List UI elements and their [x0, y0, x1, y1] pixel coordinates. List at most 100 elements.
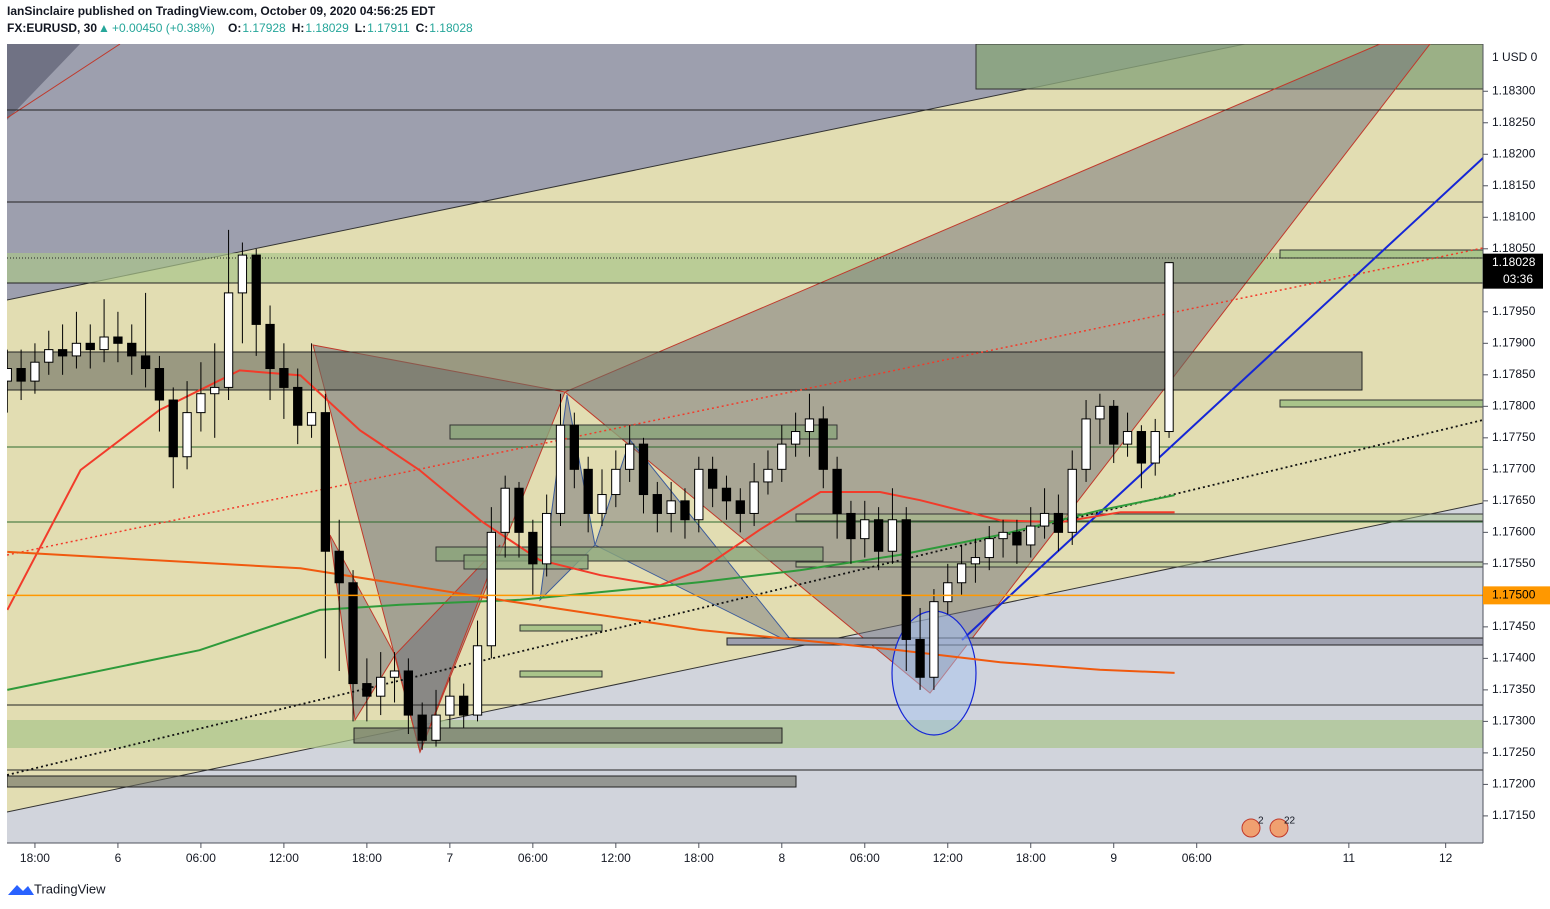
x-tick-label: 11 — [1343, 851, 1356, 865]
candle-body — [707, 468, 718, 489]
candle-body — [417, 714, 427, 741]
symbol: FX:EURUSD, 30 — [7, 21, 97, 35]
candle-body — [984, 538, 994, 559]
candle-body — [486, 531, 496, 647]
candle-body — [127, 342, 137, 357]
candle-body — [555, 424, 566, 514]
candle-body — [1095, 405, 1105, 420]
candle-body — [680, 500, 690, 521]
badge[interactable] — [1241, 818, 1261, 838]
candle-body — [265, 323, 275, 370]
series — [7, 229, 1483, 750]
candle-body — [154, 368, 165, 401]
zone-box — [519, 624, 603, 632]
x-tick-label: 8 — [778, 851, 785, 865]
candle-body — [1109, 405, 1119, 445]
y-tick-label: 1.17300 — [1492, 714, 1536, 728]
countdown: 03:36 — [1503, 272, 1533, 286]
y-tick-label: 1.17450 — [1492, 619, 1536, 633]
candle-body — [57, 349, 68, 357]
price-axis — [1483, 44, 1550, 843]
ohlc-value: 1.17911 — [367, 21, 410, 35]
x-tick-label: 12:00 — [933, 851, 963, 865]
candle-body — [1164, 262, 1174, 433]
candle-body — [929, 601, 939, 678]
x-tick-label: 18:00 — [20, 851, 50, 865]
candle-body — [113, 336, 123, 344]
x-tick-label: 6 — [115, 851, 122, 865]
zone-box — [7, 775, 797, 788]
candle-body — [7, 368, 12, 382]
candle-body — [320, 412, 331, 552]
candle-body — [749, 481, 759, 514]
candle-body — [472, 645, 483, 716]
y-tick-label: 1.17250 — [1492, 745, 1536, 759]
axis-currency: 1 USD 0 — [1492, 50, 1538, 64]
candle-body — [860, 519, 870, 540]
candle-body — [1136, 431, 1147, 464]
candle-body — [763, 468, 773, 483]
y-tick-label: 1.17750 — [1492, 430, 1536, 444]
y-tick-label: 1.17650 — [1492, 493, 1536, 507]
candle-body — [901, 519, 911, 640]
candle-body — [279, 368, 289, 388]
trend-line — [961, 157, 1483, 641]
zone-box — [519, 670, 603, 678]
candle-body — [1053, 512, 1064, 533]
candle-body — [182, 412, 192, 458]
candle-body — [306, 412, 317, 426]
last-price-label: 1.18028 — [1492, 255, 1536, 269]
candle-body — [71, 342, 82, 357]
candle-body — [403, 670, 414, 716]
ohlc-label: L: — [355, 21, 366, 35]
candle-body — [237, 254, 248, 294]
y-tick-label: 1.17800 — [1492, 398, 1536, 412]
candle-body — [998, 531, 1008, 540]
x-tick-label: 06:00 — [518, 851, 548, 865]
candle-body — [85, 342, 95, 351]
ohlc-value: 1.18028 — [429, 21, 473, 35]
candle-body — [500, 487, 510, 533]
candle-body — [223, 292, 234, 388]
candle-body — [140, 355, 151, 370]
x-tick-label: 12:00 — [601, 851, 631, 865]
badge[interactable] — [1269, 818, 1289, 838]
candle-body — [915, 638, 925, 678]
candle-body — [735, 500, 745, 514]
badge-count: 2 — [1258, 816, 1264, 827]
publisher: IanSinclaire published on TradingView.co… — [7, 4, 436, 18]
candle-body — [887, 519, 898, 552]
price-line-tag — [1483, 586, 1550, 605]
candle-body — [625, 443, 635, 470]
y-tick-label: 1.17600 — [1492, 525, 1536, 539]
candle-body — [721, 487, 732, 502]
candle-body — [956, 563, 967, 584]
y-tick-label: 1.17950 — [1492, 304, 1536, 318]
zone-box — [353, 727, 783, 744]
candle-body — [832, 468, 842, 514]
y-tick-label: 1.17200 — [1492, 777, 1536, 791]
candle-body — [168, 399, 178, 458]
ohlc-label: H: — [292, 21, 305, 35]
x-tick-label: 18:00 — [352, 851, 382, 865]
last-price-tag — [1483, 253, 1543, 289]
x-tick-label: 18:00 — [1016, 851, 1046, 865]
candle-body — [611, 468, 621, 496]
x-tick-label: 12 — [1439, 851, 1453, 865]
x-tick-label: 06:00 — [850, 851, 880, 865]
candle-body — [652, 494, 662, 514]
zone-box — [726, 637, 1483, 646]
y-tick-label: 1.18150 — [1492, 178, 1536, 192]
zone-box — [1279, 399, 1483, 408]
candle-body — [293, 386, 303, 426]
candle-body — [666, 500, 676, 514]
y-tick-label: 1.18100 — [1492, 209, 1536, 223]
y-tick-label: 1.18200 — [1492, 146, 1536, 160]
zone-box — [449, 424, 838, 440]
candle-body — [569, 424, 579, 470]
candle-body — [818, 418, 828, 470]
candle-body — [777, 443, 787, 470]
candle-body — [694, 468, 704, 521]
brand: TradingView — [34, 881, 106, 896]
